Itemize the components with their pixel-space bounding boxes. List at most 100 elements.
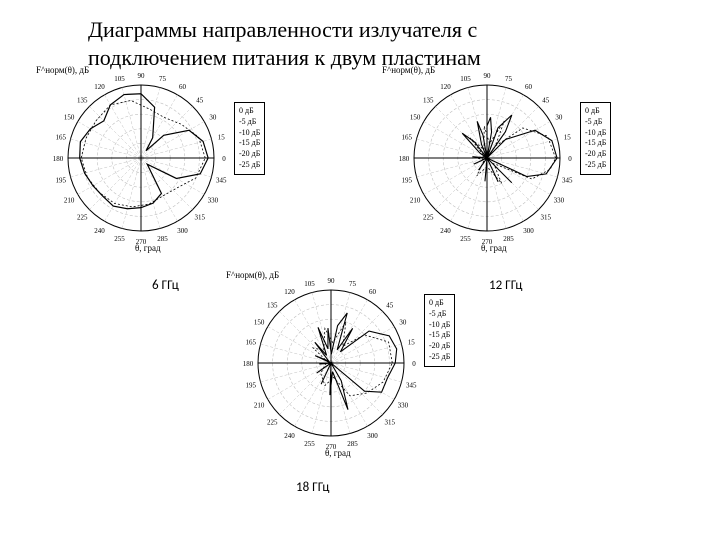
axis-label-c18: θ, град bbox=[325, 448, 351, 458]
y-label-c6: F^норм(θ), дБ bbox=[36, 65, 89, 75]
svg-text:345: 345 bbox=[562, 177, 573, 185]
svg-text:285: 285 bbox=[157, 235, 168, 243]
svg-text:180: 180 bbox=[399, 155, 410, 163]
svg-text:345: 345 bbox=[216, 177, 227, 185]
axis-label-c6: θ, град bbox=[135, 243, 161, 253]
svg-text:165: 165 bbox=[56, 134, 67, 142]
svg-text:240: 240 bbox=[94, 227, 105, 235]
svg-text:105: 105 bbox=[114, 75, 125, 83]
svg-text:45: 45 bbox=[196, 96, 204, 104]
svg-text:330: 330 bbox=[208, 197, 219, 205]
legend-item: -15 дБ bbox=[239, 138, 260, 149]
svg-text:105: 105 bbox=[460, 75, 471, 83]
svg-text:165: 165 bbox=[246, 339, 257, 347]
svg-text:135: 135 bbox=[423, 96, 434, 104]
svg-text:0: 0 bbox=[222, 155, 226, 163]
y-label-c12: F^норм(θ), дБ bbox=[382, 65, 435, 75]
svg-text:60: 60 bbox=[369, 288, 377, 296]
svg-text:315: 315 bbox=[540, 214, 551, 222]
polar-chart-c6: 0153045607590105120135150165180195210225… bbox=[40, 57, 242, 259]
svg-text:120: 120 bbox=[440, 83, 451, 91]
svg-text:210: 210 bbox=[410, 197, 421, 205]
svg-text:75: 75 bbox=[505, 75, 513, 83]
svg-text:330: 330 bbox=[398, 402, 409, 410]
legend-item: -5 дБ bbox=[585, 117, 606, 128]
svg-text:90: 90 bbox=[328, 277, 336, 285]
svg-text:225: 225 bbox=[423, 214, 434, 222]
legend-item: -20 дБ bbox=[239, 149, 260, 160]
legend-item: 0 дБ bbox=[239, 106, 260, 117]
svg-text:195: 195 bbox=[56, 177, 67, 185]
svg-text:195: 195 bbox=[246, 382, 257, 390]
chart-caption-c6: 6 ГГц bbox=[152, 278, 179, 293]
polar-chart-c18: 0153045607590105120135150165180195210225… bbox=[230, 262, 432, 464]
svg-text:255: 255 bbox=[304, 440, 315, 448]
svg-text:210: 210 bbox=[64, 197, 75, 205]
svg-text:105: 105 bbox=[304, 280, 315, 288]
svg-text:150: 150 bbox=[254, 319, 265, 327]
polar-chart-c12: 0 15 30 45 60 75 90 105 120 135 150 165 180 195 210 225… bbox=[386, 57, 588, 259]
svg-text:135: 135 bbox=[267, 301, 278, 309]
svg-text:195: 195 bbox=[402, 177, 413, 185]
svg-text:240: 240 bbox=[440, 227, 451, 235]
svg-text:255: 255 bbox=[460, 235, 471, 243]
svg-text:210: 210 bbox=[254, 402, 265, 410]
svg-text:165: 165 bbox=[402, 134, 413, 142]
legend-item: -15 дБ bbox=[585, 138, 606, 149]
svg-text:150: 150 bbox=[410, 114, 421, 122]
svg-text:300: 300 bbox=[367, 432, 378, 440]
svg-text:225: 225 bbox=[267, 419, 278, 427]
legend-item: -5 дБ bbox=[429, 309, 450, 320]
svg-text:345: 345 bbox=[406, 382, 417, 390]
axis-label-c12: θ, град bbox=[481, 243, 507, 253]
svg-text:0: 0 bbox=[412, 360, 416, 368]
svg-text:285: 285 bbox=[503, 235, 514, 243]
svg-text:75: 75 bbox=[159, 75, 167, 83]
title-line-1: Диаграммы направленности излучателя с bbox=[88, 17, 477, 42]
legend-item: -5 дБ bbox=[239, 117, 260, 128]
svg-text:285: 285 bbox=[347, 440, 358, 448]
y-label-c18: F^норм(θ), дБ bbox=[226, 270, 279, 280]
svg-text:60: 60 bbox=[179, 83, 187, 91]
legend-item: -20 дБ bbox=[585, 149, 606, 160]
svg-text:15: 15 bbox=[564, 134, 572, 142]
svg-text:180: 180 bbox=[53, 155, 64, 163]
svg-text:120: 120 bbox=[94, 83, 105, 91]
svg-text:255: 255 bbox=[114, 235, 125, 243]
legend-item: -25 дБ bbox=[429, 352, 450, 363]
svg-text:45: 45 bbox=[542, 96, 550, 104]
chart-caption-c12: 12 ГГц bbox=[489, 278, 522, 293]
svg-text:330: 330 bbox=[554, 197, 565, 205]
legend-item: -10 дБ bbox=[239, 128, 260, 139]
legend-c12: 0 дБ-5 дБ-10 дБ-15 дБ-20 дБ-25 дБ bbox=[580, 102, 611, 175]
svg-text:30: 30 bbox=[555, 114, 563, 122]
svg-text:75: 75 bbox=[349, 280, 357, 288]
svg-text:90: 90 bbox=[138, 72, 146, 80]
legend-item: 0 дБ bbox=[585, 106, 606, 117]
svg-text:135: 135 bbox=[77, 96, 88, 104]
svg-text:300: 300 bbox=[523, 227, 534, 235]
legend-item: 0 дБ bbox=[429, 298, 450, 309]
svg-text:120: 120 bbox=[284, 288, 295, 296]
legend-item: -20 дБ bbox=[429, 341, 450, 352]
svg-text:30: 30 bbox=[209, 114, 217, 122]
svg-text:0: 0 bbox=[568, 155, 572, 163]
svg-text:45: 45 bbox=[386, 301, 394, 309]
legend-item: -10 дБ bbox=[429, 320, 450, 331]
chart-caption-c18: 18 ГГц bbox=[296, 480, 329, 495]
svg-text:225: 225 bbox=[77, 214, 88, 222]
legend-item: -25 дБ bbox=[585, 160, 606, 171]
legend-c18: 0 дБ-5 дБ-10 дБ-15 дБ-20 дБ-25 дБ bbox=[424, 294, 455, 367]
legend-item: -25 дБ bbox=[239, 160, 260, 171]
svg-text:150: 150 bbox=[64, 114, 75, 122]
legend-item: -15 дБ bbox=[429, 330, 450, 341]
svg-text:30: 30 bbox=[399, 319, 407, 327]
legend-item: -10 дБ bbox=[585, 128, 606, 139]
svg-text:240: 240 bbox=[284, 432, 295, 440]
svg-text:315: 315 bbox=[194, 214, 205, 222]
svg-text:60: 60 bbox=[525, 83, 533, 91]
legend-c6: 0 дБ-5 дБ-10 дБ-15 дБ-20 дБ-25 дБ bbox=[234, 102, 265, 175]
svg-text:315: 315 bbox=[384, 419, 395, 427]
svg-text:90: 90 bbox=[484, 72, 492, 80]
svg-text:15: 15 bbox=[408, 339, 416, 347]
